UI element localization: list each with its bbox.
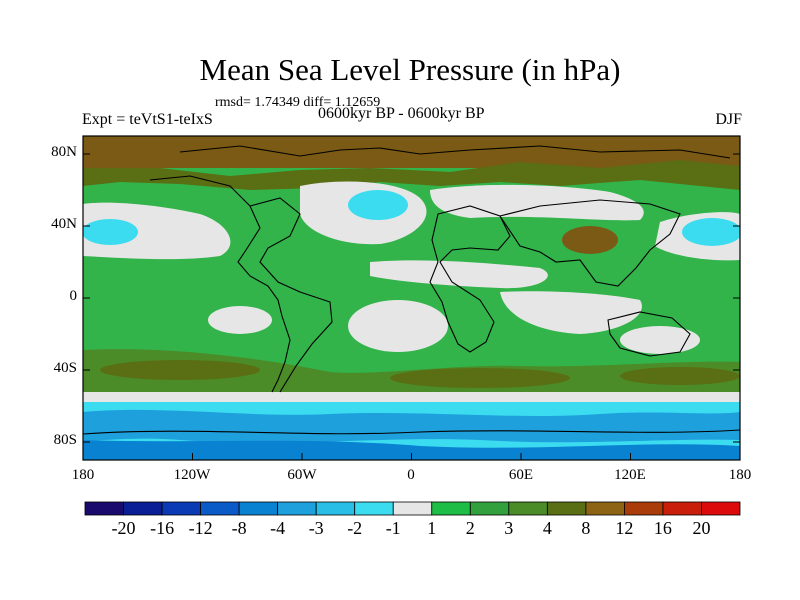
arctic-olive-region (83, 160, 740, 190)
colorbar-label: -2 (347, 518, 363, 538)
colorbar-label: -20 (111, 518, 136, 538)
tibet-high (562, 226, 618, 254)
colorbar-box (624, 501, 664, 516)
map-title: Mean Sea Level Pressure (in hPa) (199, 52, 621, 87)
experiment-label: Expt = teVtS1-teIxS (82, 111, 213, 128)
colorbar-label: 1 (427, 518, 437, 538)
colorbar-label: -12 (188, 518, 213, 538)
lat-label-0: 0 (69, 288, 78, 304)
north-pacific-neutral (83, 202, 231, 260)
colorbar-box (354, 501, 394, 516)
colorbar-label: 2 (465, 518, 475, 538)
colorbar-label: -1 (385, 518, 401, 538)
colorbar-label: -16 (150, 518, 175, 538)
lat-ticks (83, 153, 740, 443)
australia-coast (607, 311, 691, 357)
lat-label-40s: 40S (53, 360, 77, 376)
southern-ocean-deep-low (83, 409, 740, 443)
lon-label-60w: 60W (287, 467, 317, 483)
colorbar-box (508, 501, 548, 516)
africa-europe-coast (429, 205, 511, 353)
colorbar-label: -8 (231, 518, 247, 538)
period-label: 0600kyr BP - 0600kyr BP (318, 105, 485, 122)
north-atlantic-low (348, 190, 408, 220)
statistics-text: rmsd= 1.74349 diff= 1.12659 (215, 95, 381, 110)
americas-east-coast (249, 197, 333, 393)
southern-neutral-band (83, 392, 740, 402)
lon-label-120e: 120E (614, 467, 646, 483)
southern-olive-2 (390, 368, 570, 388)
season-label: DJF (715, 111, 742, 128)
colorbar-label: 8 (581, 518, 591, 538)
colorbar-box (123, 501, 163, 516)
antarctic-low (83, 440, 740, 460)
colorbar-label: 12 (615, 518, 634, 538)
lon-label-180e: 180 (728, 467, 752, 483)
colorbar-box (701, 501, 741, 516)
colorbar-label: 16 (653, 518, 672, 538)
colorbar-label: 20 (692, 518, 711, 538)
colorbar-box (392, 501, 433, 516)
arctic-coast (179, 145, 731, 159)
lat-label-80n: 80N (51, 144, 77, 160)
africa-neutral (370, 260, 548, 289)
colorbar (84, 501, 741, 516)
northwest-pacific-low (682, 218, 740, 246)
southern-olive-1 (100, 360, 260, 380)
south-pacific-neutral (208, 306, 272, 334)
colorbar-box (161, 501, 201, 516)
lon-label-0: 0 (407, 467, 415, 483)
southern-midlatitude-band (83, 349, 740, 392)
lon-label-180w: 180 (71, 467, 95, 483)
lon-label-120w: 120W (173, 467, 211, 483)
south-atlantic-neutral (348, 300, 448, 352)
colorbar-label: -3 (308, 518, 324, 538)
colorbar-box (84, 501, 124, 516)
colorbar-label: 4 (542, 518, 552, 538)
arctic-high-region (83, 136, 740, 168)
colorbar-box (662, 501, 702, 516)
antarctica-coast (83, 429, 740, 435)
colorbar-label: 3 (504, 518, 514, 538)
colorbar-box (200, 501, 240, 516)
colorbar-box (315, 501, 356, 516)
north-pacific-low (83, 219, 138, 245)
colorbar-box (238, 501, 279, 516)
colorbar-box (469, 501, 510, 516)
colorbar-box (431, 501, 471, 516)
lat-label-40n: 40N (51, 216, 77, 232)
southern-olive-3 (620, 367, 740, 385)
eurasia-neutral (430, 184, 644, 221)
colorbar-box (585, 501, 625, 516)
lon-ticks (82, 453, 741, 460)
colorbar-label: -4 (270, 518, 286, 538)
americas-west-coast (149, 175, 291, 393)
coastlines (83, 145, 740, 435)
colorbar-box (546, 501, 587, 516)
colorbar-box (277, 501, 317, 516)
asia-coast (499, 199, 681, 287)
lat-label-80s: 80S (53, 432, 77, 448)
indian-ocean-neutral (500, 291, 642, 334)
lon-label-60e: 60E (508, 467, 534, 483)
southwest-pacific-neutral (620, 326, 700, 354)
pressure-field (83, 136, 740, 460)
